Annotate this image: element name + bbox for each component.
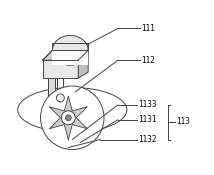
Circle shape: [61, 111, 75, 125]
Polygon shape: [52, 50, 88, 65]
Text: 113: 113: [177, 117, 190, 126]
Text: 112: 112: [141, 56, 155, 65]
Ellipse shape: [52, 35, 88, 65]
Text: 1133: 1133: [138, 100, 156, 109]
Circle shape: [40, 86, 104, 149]
Polygon shape: [78, 50, 88, 78]
Circle shape: [65, 115, 71, 121]
Polygon shape: [43, 60, 78, 78]
Polygon shape: [49, 96, 87, 140]
Circle shape: [56, 94, 64, 102]
Text: 1132: 1132: [138, 135, 156, 144]
Text: 111: 111: [141, 24, 155, 33]
Polygon shape: [43, 50, 88, 60]
Polygon shape: [48, 78, 55, 108]
Ellipse shape: [18, 88, 127, 132]
Text: 1131: 1131: [138, 115, 156, 124]
